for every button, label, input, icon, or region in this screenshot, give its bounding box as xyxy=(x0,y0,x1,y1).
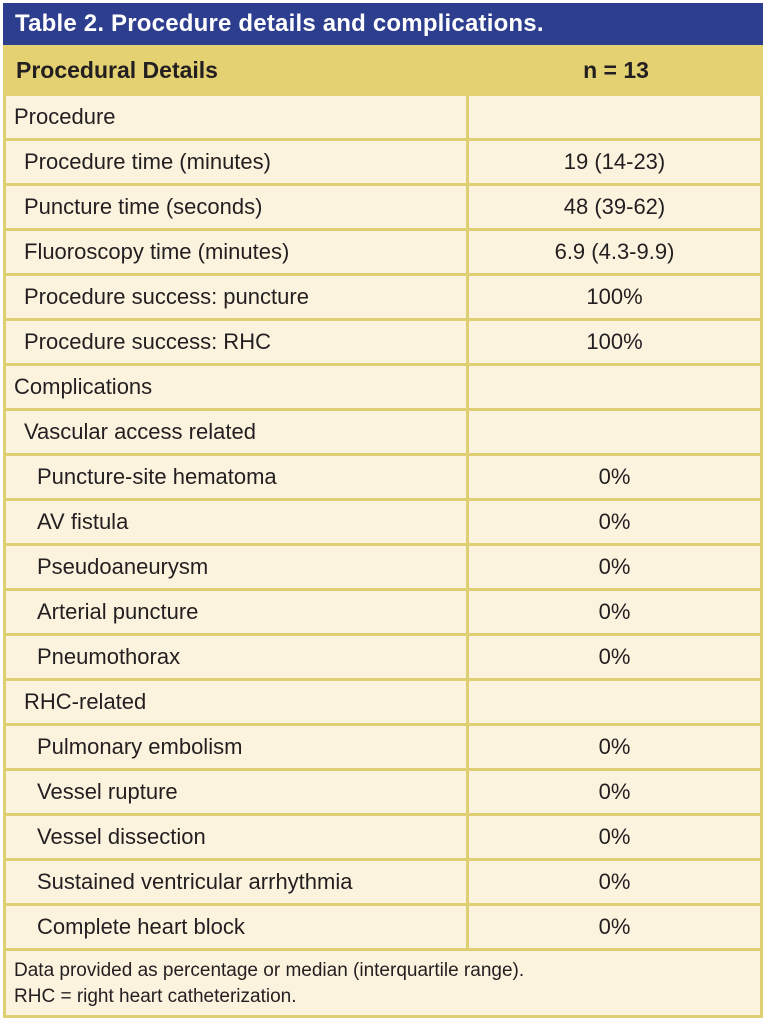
table-footnote: Data provided as percentage or median (i… xyxy=(6,951,760,1015)
footnote-line: Data provided as percentage or median (i… xyxy=(14,960,525,981)
row-label: Vessel rupture xyxy=(6,771,469,813)
row-label: Puncture-site hematoma xyxy=(6,456,469,498)
row-label: Pneumothorax xyxy=(6,636,469,678)
table-row: Fluoroscopy time (minutes) 6.9 (4.3-9.9) xyxy=(6,231,760,276)
row-value: 0% xyxy=(598,779,631,804)
table-row: Procedure xyxy=(6,96,760,141)
row-value xyxy=(469,96,760,138)
table-header-row: Procedural Details n = 13 xyxy=(3,45,763,96)
table-row: Complete heart block 0% xyxy=(6,906,760,951)
row-label: AV fistula xyxy=(6,501,469,543)
row-label: Procedure time (minutes) xyxy=(6,141,469,183)
table-row: Sustained ventricular arrhythmia 0% xyxy=(6,861,760,906)
row-value: 19 (14-23) xyxy=(563,149,666,174)
row-label: Arterial puncture xyxy=(6,591,469,633)
table-row: Procedure time (minutes) 19 (14-23) xyxy=(6,141,760,186)
row-label: Puncture time (seconds) xyxy=(6,186,469,228)
row-label: Complete heart block xyxy=(6,906,469,948)
table-title: Table 2. Procedure details and complicat… xyxy=(15,10,544,37)
table-row: AV fistula 0% xyxy=(6,501,760,546)
table-row: Pseudoaneurysm 0% xyxy=(6,546,760,591)
table-row: Procedure success: RHC 100% xyxy=(6,321,760,366)
table-row: Puncture time (seconds) 48 (39-62) xyxy=(6,186,760,231)
table-row: Procedure success: puncture 100% xyxy=(6,276,760,321)
table-body: Procedure Procedure time (minutes) 19 (14-… xyxy=(3,96,763,1018)
row-value: 0% xyxy=(598,644,631,669)
table-row: Vessel rupture 0% xyxy=(6,771,760,816)
row-value: 0% xyxy=(598,914,631,939)
table-row: Pneumothorax 0% xyxy=(6,636,760,681)
header-label: Procedural Details xyxy=(16,57,218,83)
row-value: 48 (39-62) xyxy=(563,194,666,219)
row-value: 0% xyxy=(598,509,631,534)
row-label: Procedure xyxy=(6,96,469,138)
row-label: Vessel dissection xyxy=(6,816,469,858)
row-label: Pulmonary embolism xyxy=(6,726,469,768)
row-value xyxy=(469,411,760,453)
row-label: Fluoroscopy time (minutes) xyxy=(6,231,469,273)
table-row: Puncture-site hematoma 0% xyxy=(6,456,760,501)
footnote-line: RHC = right heart catheterization. xyxy=(14,986,297,1007)
row-value: 0% xyxy=(598,464,631,489)
row-value: 0% xyxy=(598,734,631,759)
row-value: 0% xyxy=(598,599,631,624)
table-row: Vessel dissection 0% xyxy=(6,816,760,861)
table-row: Vascular access related xyxy=(6,411,760,456)
table-row: Pulmonary embolism 0% xyxy=(6,726,760,771)
table-row: Complications xyxy=(6,366,760,411)
row-label: RHC-related xyxy=(6,681,469,723)
table-row: Arterial puncture 0% xyxy=(6,591,760,636)
row-label: Complications xyxy=(6,366,469,408)
row-value: 100% xyxy=(586,329,643,354)
table-row: RHC-related xyxy=(6,681,760,726)
row-value xyxy=(469,366,760,408)
row-value: 6.9 (4.3-9.9) xyxy=(554,239,675,264)
row-value xyxy=(469,681,760,723)
procedure-details-table: Table 2. Procedure details and complicat… xyxy=(3,3,763,1018)
row-value: 0% xyxy=(598,824,631,849)
row-label: Procedure success: RHC xyxy=(6,321,469,363)
row-value: 0% xyxy=(598,554,631,579)
header-n-value: n = 13 xyxy=(583,57,649,83)
row-label: Sustained ventricular arrhythmia xyxy=(6,861,469,903)
table-title-bar: Table 2. Procedure details and complicat… xyxy=(3,3,763,45)
row-label: Pseudoaneurysm xyxy=(6,546,469,588)
row-value: 0% xyxy=(598,869,631,894)
row-value: 100% xyxy=(586,284,643,309)
row-label: Vascular access related xyxy=(6,411,469,453)
row-label: Procedure success: puncture xyxy=(6,276,469,318)
